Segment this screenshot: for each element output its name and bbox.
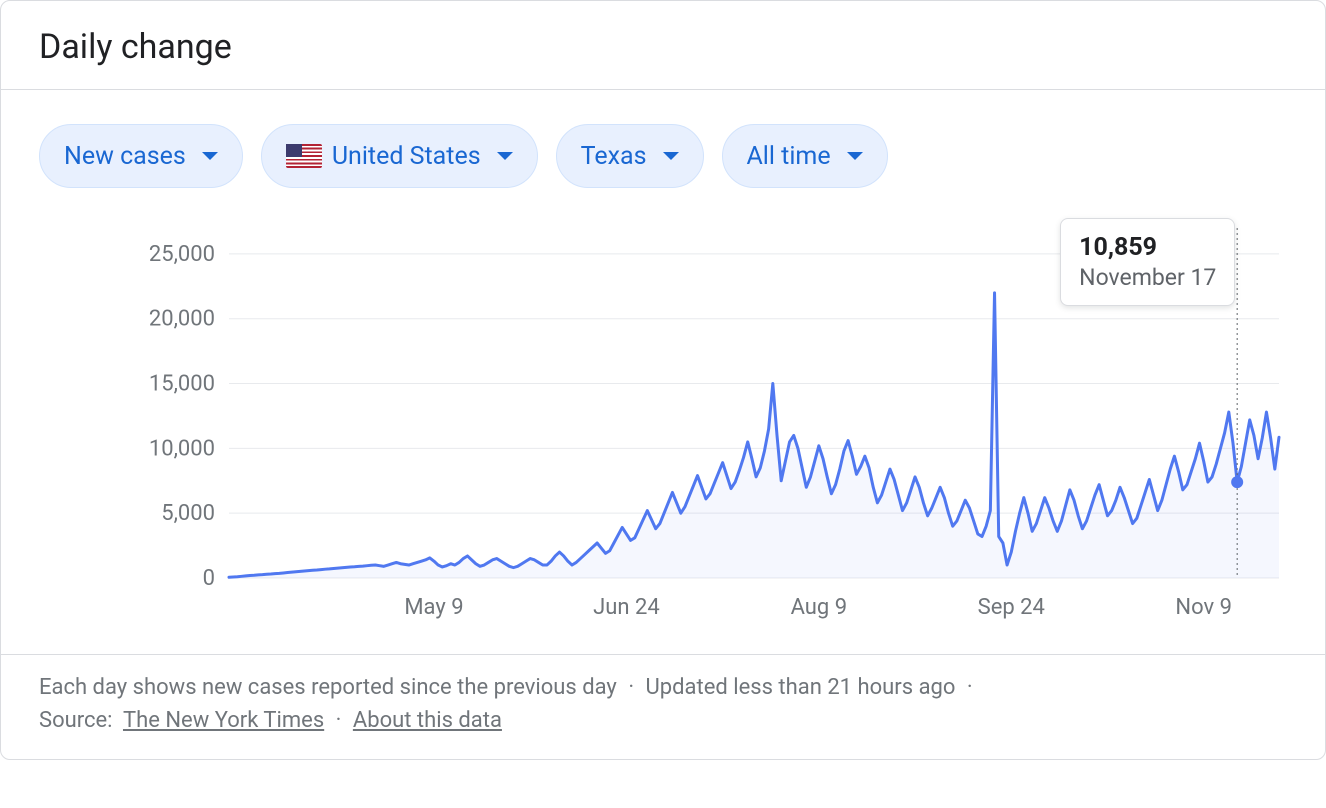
metric-chip[interactable]: New cases <box>39 124 243 188</box>
card-footer: Each day shows new cases reported since … <box>1 655 1325 759</box>
chart-tooltip: 10,859 November 17 <box>1060 218 1235 306</box>
card-body: New cases United States Texas All time 0… <box>1 90 1325 655</box>
svg-text:Sep 24: Sep 24 <box>978 595 1045 620</box>
page-title: Daily change <box>39 27 1287 67</box>
footer-updated: Updated less than 21 hours ago <box>646 675 956 700</box>
svg-text:0: 0 <box>203 566 215 591</box>
separator-dot: · <box>330 708 348 733</box>
separator-dot: · <box>622 675 640 700</box>
range-chip-label: All time <box>747 142 831 171</box>
footer-note: Each day shows new cases reported since … <box>39 675 617 700</box>
chevron-down-icon <box>202 152 218 160</box>
tooltip-value: 10,859 <box>1079 233 1216 262</box>
region-chip[interactable]: Texas <box>556 124 704 188</box>
footer-source-label: Source: <box>39 708 113 733</box>
svg-text:May 9: May 9 <box>404 595 463 620</box>
svg-text:10,000: 10,000 <box>149 436 215 461</box>
svg-text:25,000: 25,000 <box>149 242 215 267</box>
separator-dot: · <box>961 675 979 700</box>
us-flag-icon <box>286 144 322 168</box>
about-data-link[interactable]: About this data <box>353 708 502 733</box>
chevron-down-icon <box>497 152 513 160</box>
source-link[interactable]: The New York Times <box>123 708 324 733</box>
chevron-down-icon <box>663 152 679 160</box>
svg-text:Jun 24: Jun 24 <box>593 595 660 620</box>
country-chip[interactable]: United States <box>261 124 538 188</box>
svg-text:Nov 9: Nov 9 <box>1175 595 1232 620</box>
country-chip-label: United States <box>332 142 481 171</box>
metric-chip-label: New cases <box>64 142 186 171</box>
range-chip[interactable]: All time <box>722 124 888 188</box>
tooltip-date: November 17 <box>1079 264 1216 291</box>
chevron-down-icon <box>847 152 863 160</box>
svg-text:15,000: 15,000 <box>149 372 215 397</box>
region-chip-label: Texas <box>581 142 647 171</box>
svg-text:20,000: 20,000 <box>149 307 215 332</box>
svg-text:5,000: 5,000 <box>161 501 215 526</box>
svg-text:Aug 9: Aug 9 <box>791 595 848 620</box>
filter-chips: New cases United States Texas All time <box>39 124 1287 188</box>
card-header: Daily change <box>1 1 1325 90</box>
chart-card: Daily change New cases United States Tex… <box>0 0 1326 760</box>
chart-area[interactable]: 0 5,000 10,000 15,000 20,000 25,000 May 9 Jun 2… <box>39 208 1287 648</box>
